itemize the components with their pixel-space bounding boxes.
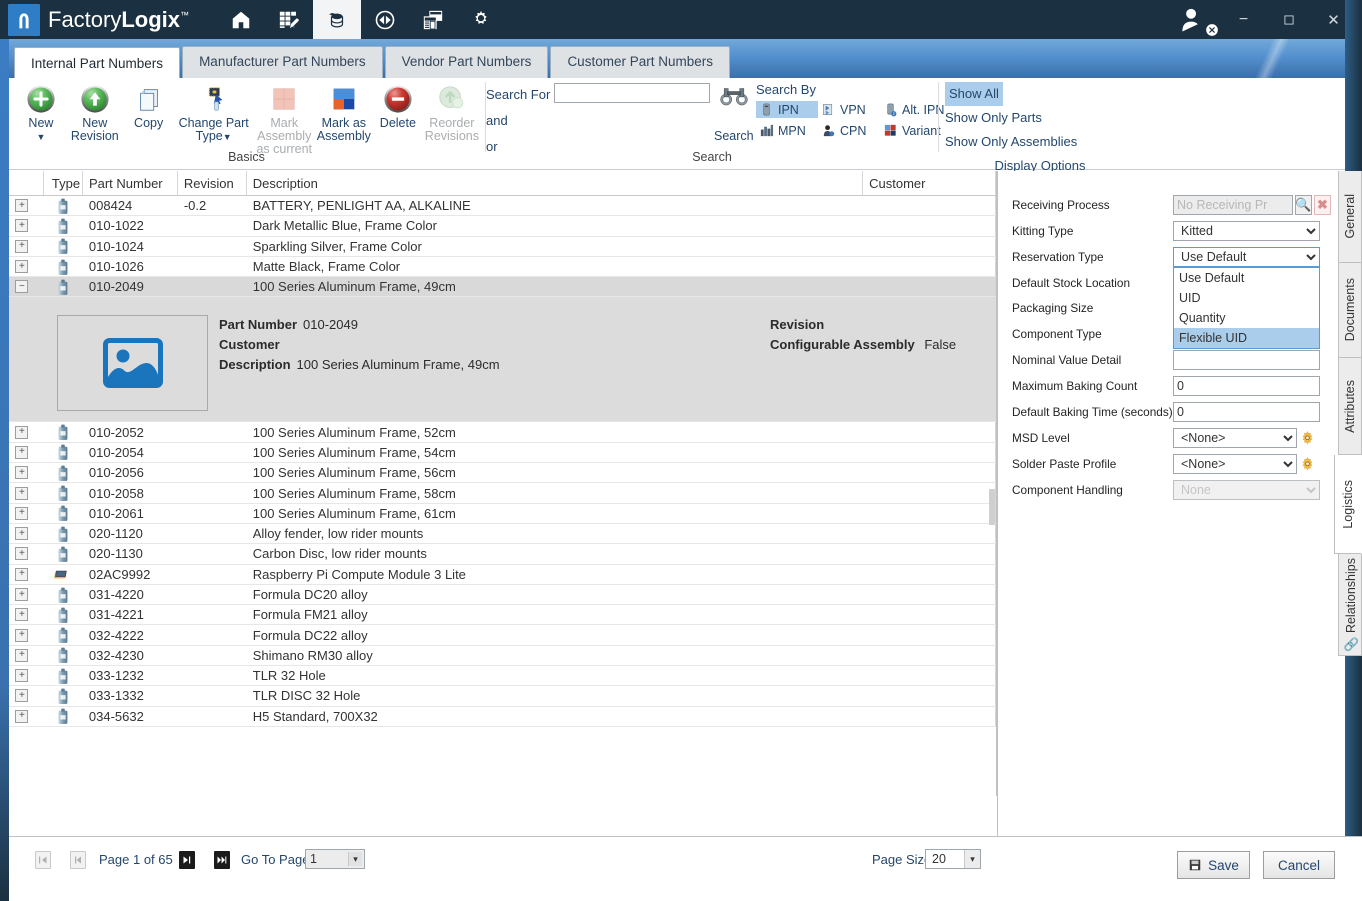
svg-text:2: 2 bbox=[893, 112, 895, 116]
